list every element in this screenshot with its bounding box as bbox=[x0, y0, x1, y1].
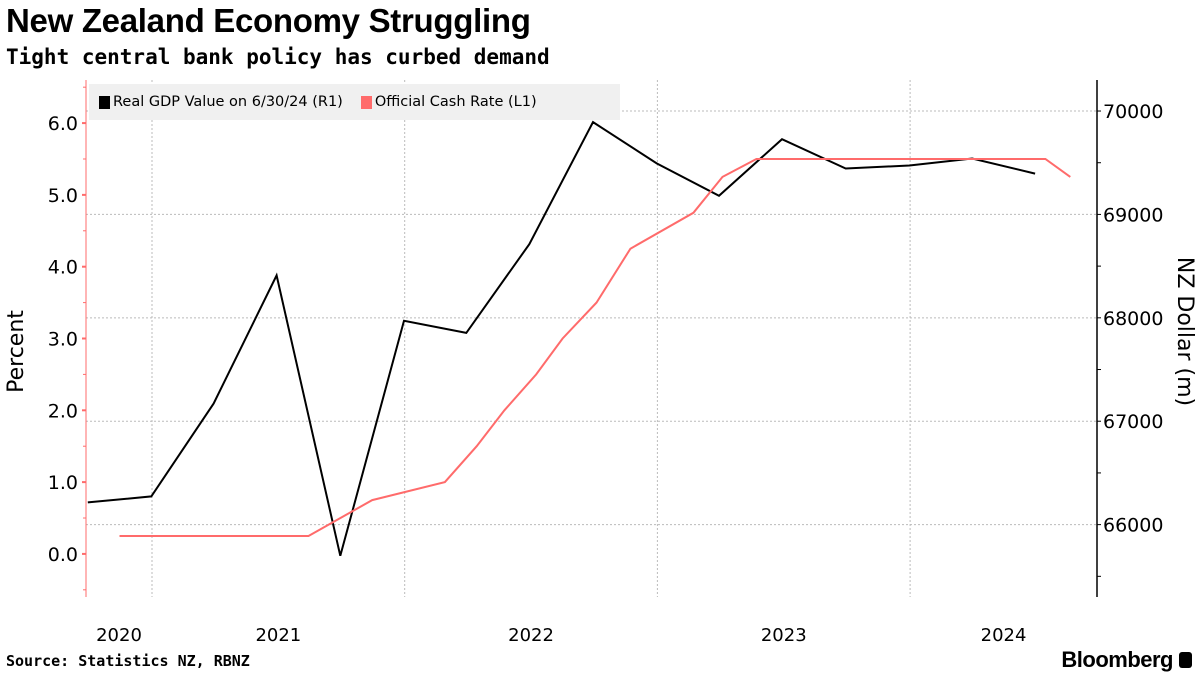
left-axis-tick-label: 6.0 bbox=[48, 113, 78, 135]
x-axis-tick-label: 2022 bbox=[508, 625, 554, 646]
legend-swatch-black bbox=[99, 95, 110, 109]
x-axis-tick-label: 2024 bbox=[981, 625, 1027, 646]
left-axis-tick-label: 0.0 bbox=[48, 544, 78, 566]
left-axis-tick-label: 5.0 bbox=[48, 185, 78, 207]
legend-label-ocr: Official Cash Rate (L1) bbox=[374, 94, 537, 110]
legend-item-ocr: Official Cash Rate (L1) bbox=[360, 94, 537, 110]
left-axis-tick-label: 2.0 bbox=[48, 400, 78, 422]
logo-text: Bloomberg bbox=[1061, 647, 1173, 672]
right-axis-tick-label: 69000 bbox=[1103, 204, 1163, 226]
right-axis-tick-label: 66000 bbox=[1103, 515, 1163, 537]
left-axis-tick-label: 3.0 bbox=[48, 329, 78, 351]
legend-label-gdp: Real GDP Value on 6/30/24 (R1) bbox=[113, 94, 343, 110]
left-axis-tick-label: 4.0 bbox=[48, 257, 78, 279]
legend-swatch-red bbox=[360, 95, 372, 109]
legend: Real GDP Value on 6/30/24 (R1) Official … bbox=[89, 84, 620, 120]
right-axis-label: NZ Dollar (m) bbox=[1172, 257, 1197, 406]
chart-subtitle: Tight central bank policy has curbed dem… bbox=[6, 45, 550, 69]
right-axis-tick-label: 68000 bbox=[1103, 308, 1163, 330]
series-line-official-cash-rate bbox=[119, 158, 1071, 537]
series-line-real-gdp bbox=[87, 120, 1036, 557]
right-axis-tick-label: 70000 bbox=[1103, 101, 1163, 123]
bloomberg-logo: Bloomberg bbox=[1061, 647, 1192, 673]
source-note: Source: Statistics NZ, RBNZ bbox=[6, 652, 250, 670]
x-axis-tick-label: 2023 bbox=[761, 625, 807, 646]
x-axis-tick-label: 2021 bbox=[255, 625, 301, 646]
left-axis-tick-label: 1.0 bbox=[48, 472, 78, 494]
bloomberg-terminal-icon bbox=[1179, 652, 1192, 668]
legend-item-gdp: Real GDP Value on 6/30/24 (R1) bbox=[99, 94, 343, 110]
x-axis-tick-label: 2020 bbox=[96, 625, 142, 646]
left-axis-label: Percent bbox=[4, 310, 29, 393]
chart-title: New Zealand Economy Struggling bbox=[6, 2, 531, 39]
right-axis-tick-label: 67000 bbox=[1103, 411, 1163, 433]
